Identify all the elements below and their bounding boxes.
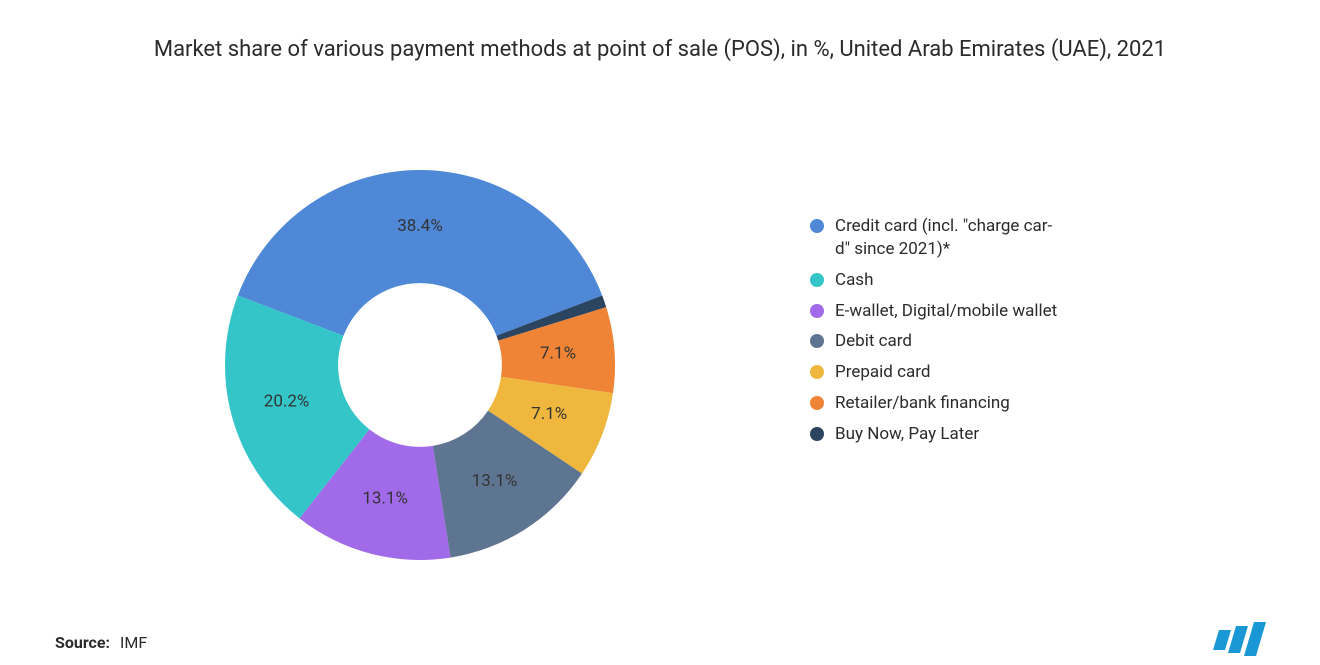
slice-value-label: 38.4% <box>397 216 443 236</box>
legend: Credit card (incl. "charge car-d" since … <box>810 215 1100 455</box>
legend-label: Prepaid card <box>835 361 930 384</box>
legend-label: Buy Now, Pay Later <box>835 423 979 446</box>
chart-title: Market share of various payment methods … <box>0 15 1320 66</box>
donut-chart: 38.4% 7.1% 7.1% 13.1% 13.1% 20.2% <box>200 145 640 585</box>
legend-marker <box>810 273 824 287</box>
source-attribution: Source: IMF <box>55 633 147 652</box>
legend-item: Buy Now, Pay Later <box>810 423 1100 446</box>
source-value: IMF <box>120 633 147 652</box>
source-label: Source: <box>55 633 110 652</box>
legend-item: Debit card <box>810 330 1100 353</box>
slice-value-label: 13.1% <box>362 488 408 508</box>
legend-label: Retailer/bank financing <box>835 392 1010 415</box>
legend-label: Cash <box>835 269 873 292</box>
legend-marker <box>810 219 824 233</box>
legend-item: Credit card (incl. "charge car-d" since … <box>810 215 1100 261</box>
legend-label: Credit card (incl. "charge car-d" since … <box>835 215 1052 261</box>
legend-marker <box>810 427 824 441</box>
legend-marker <box>810 304 824 318</box>
legend-marker <box>810 396 824 410</box>
legend-item: Prepaid card <box>810 361 1100 384</box>
slice-value-label: 20.2% <box>264 391 310 411</box>
legend-item: E-wallet, Digital/mobile wallet <box>810 300 1100 323</box>
slice-value-label: 13.1% <box>472 471 518 491</box>
legend-label: Debit card <box>835 330 912 353</box>
brand-logo <box>1210 620 1270 660</box>
legend-label: E-wallet, Digital/mobile wallet <box>835 300 1057 323</box>
slice-value-label: 7.1% <box>531 404 567 424</box>
legend-marker <box>810 365 824 379</box>
legend-item: Retailer/bank financing <box>810 392 1100 415</box>
slice-value-label: 7.1% <box>540 343 576 363</box>
donut-slice <box>238 170 602 336</box>
legend-marker <box>810 334 824 348</box>
legend-item: Cash <box>810 269 1100 292</box>
